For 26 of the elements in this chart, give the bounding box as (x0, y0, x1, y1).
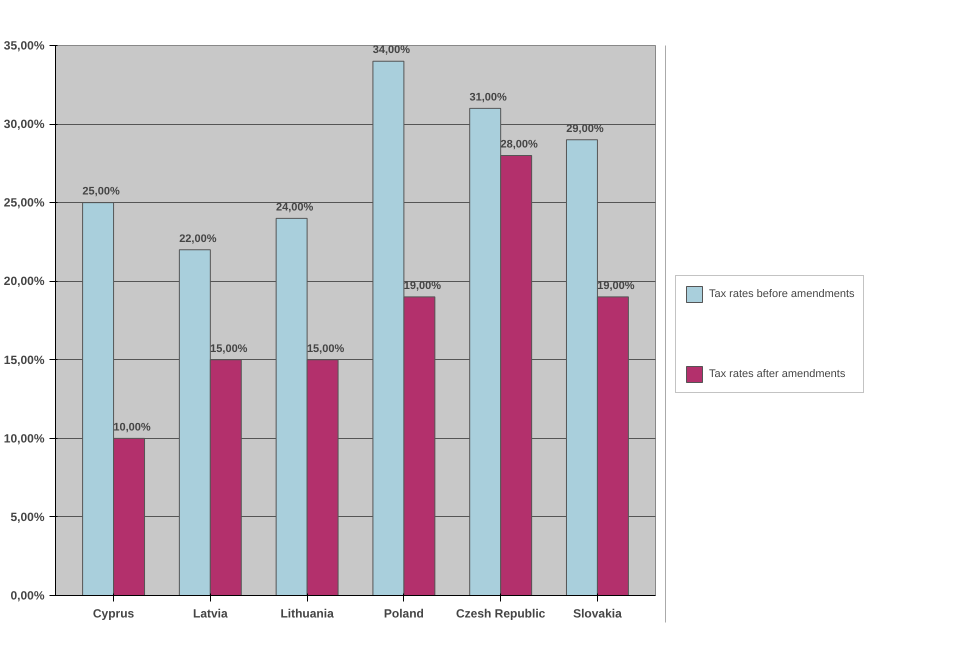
y-tick-label: 30,00% (4, 117, 45, 132)
data-label: 10,00% (113, 421, 151, 434)
x-tick-label: Poland (384, 606, 424, 620)
x-tick-label: Czesh Republic (456, 606, 546, 620)
x-tick-label: Latvia (193, 606, 228, 620)
y-tick-label: 0,00% (10, 588, 45, 602)
data-label: 22,00% (179, 232, 217, 245)
legend-label: Tax rates before amendments (709, 288, 855, 300)
legend-label: Tax rates after amendments (709, 368, 846, 380)
data-label: 31,00% (470, 91, 508, 104)
y-tick-label: 10,00% (4, 431, 45, 446)
y-tick-label: 25,00% (4, 196, 45, 210)
y-tick-label: 5,00% (10, 510, 45, 524)
data-label: 19,00% (597, 280, 635, 292)
x-tick-label: Cyprus (92, 606, 135, 620)
data-label: 19,00% (404, 280, 442, 292)
data-label: 34,00% (372, 44, 410, 56)
data-label: 15,00% (306, 342, 344, 355)
data-label: 24,00% (276, 201, 314, 214)
y-tick-label: 35,00% (4, 38, 45, 52)
data-label: 29,00% (566, 122, 604, 135)
x-tick-label: Lithuania (280, 606, 334, 620)
y-tick-label: 15,00% (4, 352, 45, 367)
data-label: 25,00% (82, 186, 120, 198)
y-tick-label: 20,00% (4, 274, 45, 288)
x-tick-label: Slovakia (573, 606, 622, 620)
